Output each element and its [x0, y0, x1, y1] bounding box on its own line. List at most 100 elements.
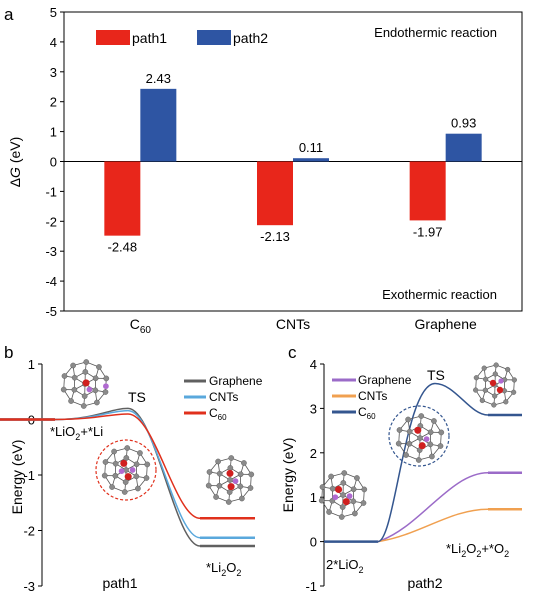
carbon-atom	[80, 403, 87, 409]
carbon-atom	[248, 471, 255, 478]
panel-label-c: c	[288, 343, 297, 362]
x-tick-subscript-a: 60	[140, 325, 152, 336]
carbon-atom	[213, 494, 219, 500]
carbon-atom	[431, 418, 437, 424]
carbon-atom	[338, 514, 345, 520]
carbon-atom	[216, 470, 223, 477]
y-tick-label-b: 1	[28, 357, 35, 372]
y-tick-label-b: -2	[23, 524, 35, 539]
carbon-atom	[94, 399, 100, 406]
y-axis-title-c: Energy (eV)	[280, 438, 296, 513]
carbon-atom	[352, 510, 358, 517]
y-tick-label-b: -3	[23, 579, 35, 594]
carbon-atom	[491, 402, 497, 408]
lithium-atom	[86, 386, 93, 393]
lithium-atom	[423, 436, 430, 442]
molecule-c60-start-c	[318, 470, 368, 520]
carbon-atom	[418, 413, 425, 419]
oxygen-atom	[496, 386, 504, 394]
y-tick-label-a: 5	[50, 5, 57, 20]
carbon-atom	[406, 428, 413, 435]
carbon-atom	[70, 362, 76, 369]
carbon-atom	[492, 393, 498, 399]
data-label-path2: 0.93	[451, 116, 476, 131]
legend-label-cnts-b: CNTs	[209, 390, 238, 404]
curve-CNTs	[54, 409, 201, 539]
curve-CNTs	[377, 508, 489, 543]
data-label-path2: 0.11	[299, 140, 323, 155]
molecule-c60-top-b	[60, 359, 110, 409]
oxygen-atom	[414, 426, 422, 434]
lithium-atom	[118, 468, 125, 474]
carbon-atom	[395, 440, 402, 447]
y-tick-label-a: -4	[45, 274, 57, 289]
carbon-atom	[239, 495, 245, 502]
lithium-atom	[498, 378, 504, 384]
energy-profile-panel-c: 4 3 2 1 0 -1 Energy (eV) TS 2*LiO2 *Li2O2+*O2…	[280, 357, 522, 594]
end-state-label-c: *Li2O2+*O2	[446, 541, 509, 559]
y-axis-b: 10-1-2-3	[23, 357, 42, 594]
panel-label-b: b	[4, 343, 13, 362]
y-tick-label-c: 3	[310, 401, 317, 416]
carbon-atom	[135, 485, 141, 492]
oxygen-atom	[120, 459, 128, 467]
carbon-atom	[92, 387, 99, 394]
lithium-atom	[232, 478, 239, 484]
carbon-atom	[121, 489, 128, 495]
carbon-atom	[481, 365, 487, 371]
legend-swatch-path2	[197, 30, 231, 45]
carbon-atom	[109, 484, 115, 490]
carbon-atom	[227, 465, 234, 471]
bar-path2	[140, 88, 177, 162]
y-tick-label-a: -1	[45, 184, 57, 199]
oxygen-atom	[342, 498, 350, 506]
carbon-atom	[328, 473, 334, 480]
legend-b: Graphene CNTs C60	[184, 374, 263, 422]
y-tick-label-c: 2	[310, 446, 317, 461]
carbon-atom	[237, 471, 244, 478]
data-label-path2: 2.43	[146, 71, 171, 86]
bars-a	[104, 88, 482, 236]
carbon-atom	[216, 482, 223, 489]
annotation-exothermic: Exothermic reaction	[382, 287, 497, 302]
carbon-atom	[511, 377, 517, 383]
y-tick-label-a: 4	[50, 35, 57, 50]
molecule-c60-ts-c	[395, 413, 445, 463]
y-tick-label-a: 2	[50, 95, 57, 110]
lithium-atom	[332, 494, 339, 501]
carbon-atom	[226, 489, 233, 495]
legend-label-graphene-c: Graphene	[358, 373, 412, 387]
bar-path2	[293, 158, 329, 162]
carbon-atom	[103, 375, 110, 382]
oxygen-atom	[418, 442, 426, 450]
carbon-atom	[205, 482, 212, 489]
oxygen-atom	[335, 485, 343, 494]
legend-swatch-path1	[96, 30, 130, 45]
carbon-atom	[206, 469, 213, 475]
carbon-atom	[340, 492, 346, 498]
carbon-atom	[361, 486, 368, 493]
end-state-label-b: *Li2O2	[206, 560, 241, 578]
carbon-atom	[396, 427, 403, 433]
carbon-atom	[415, 457, 422, 463]
carbon-atom	[124, 445, 131, 451]
carbon-atom	[61, 373, 68, 379]
carbon-atom	[427, 429, 434, 436]
molecule-c60-top-c	[473, 362, 517, 408]
carbon-atom	[122, 479, 129, 485]
curves-b	[0, 407, 255, 548]
carbon-atom	[403, 452, 409, 458]
carbon-atom	[102, 459, 109, 465]
energy-profile-panel-b: 10-1-2-3 Energy (eV) TS *LiO2+*Li *Li2O2…	[0, 357, 263, 594]
dashed-highlight-c	[388, 405, 450, 467]
carbon-atom	[354, 475, 360, 481]
lithium-atom	[103, 383, 109, 390]
carbon-atom	[68, 398, 74, 404]
carbon-atom	[123, 455, 130, 461]
y-tick-label-c: 4	[310, 357, 317, 372]
legend-label-graphene-b: Graphene	[209, 374, 263, 388]
carbon-atom	[71, 374, 78, 381]
carbon-atom	[427, 441, 434, 448]
legend-label-path1: path1	[132, 30, 167, 46]
